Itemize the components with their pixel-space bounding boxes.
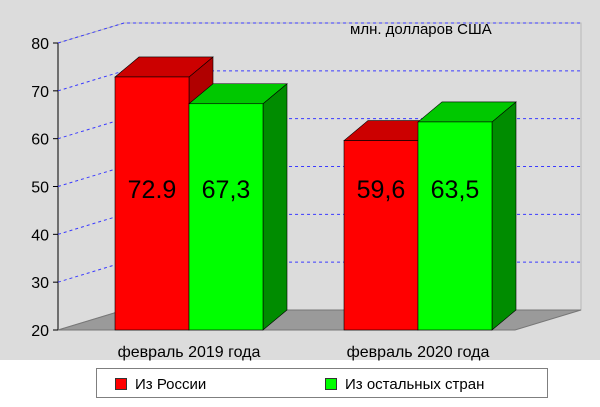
y-tick-label-60: 60 bbox=[31, 132, 49, 149]
x-category-label-2: февраль 2020 года bbox=[347, 344, 490, 361]
legend-swatch-other bbox=[325, 378, 337, 390]
bar-side bbox=[491, 101, 517, 331]
bar-front bbox=[114, 76, 190, 331]
gridline-80 bbox=[57, 22, 581, 44]
data-label: 72.9 bbox=[128, 176, 177, 204]
y-tick-label-40: 40 bbox=[31, 227, 49, 244]
x-category-label-1: февраль 2019 года bbox=[118, 344, 261, 361]
bar-front bbox=[188, 103, 264, 331]
data-label: 63,5 bbox=[431, 176, 480, 204]
legend-label-other: Из остальных стран bbox=[345, 375, 485, 393]
data-label: 59,6 bbox=[357, 176, 406, 204]
chart-title: млн. долларов США bbox=[350, 21, 492, 38]
y-tick-label-70: 70 bbox=[31, 84, 49, 101]
y-tick-label-20: 20 bbox=[31, 323, 49, 340]
legend: Из России Из остальных стран bbox=[96, 368, 548, 398]
legend-label-russia: Из России bbox=[135, 375, 207, 393]
legend-swatch-russia bbox=[115, 378, 127, 390]
legend-item-other: Из остальных стран bbox=[325, 375, 484, 393]
bar-other-1: 67,3 bbox=[188, 83, 288, 331]
bar-front bbox=[343, 140, 419, 331]
y-tick-label-50: 50 bbox=[31, 180, 49, 197]
bar-front bbox=[417, 121, 493, 331]
y-tick-label-80: 80 bbox=[31, 36, 49, 53]
y-tick-label-30: 30 bbox=[31, 275, 49, 292]
legend-item-russia: Из России bbox=[115, 375, 206, 393]
bar-side bbox=[262, 83, 288, 331]
bar-other-2: 63,5 bbox=[417, 101, 517, 331]
data-label: 67,3 bbox=[202, 176, 251, 204]
